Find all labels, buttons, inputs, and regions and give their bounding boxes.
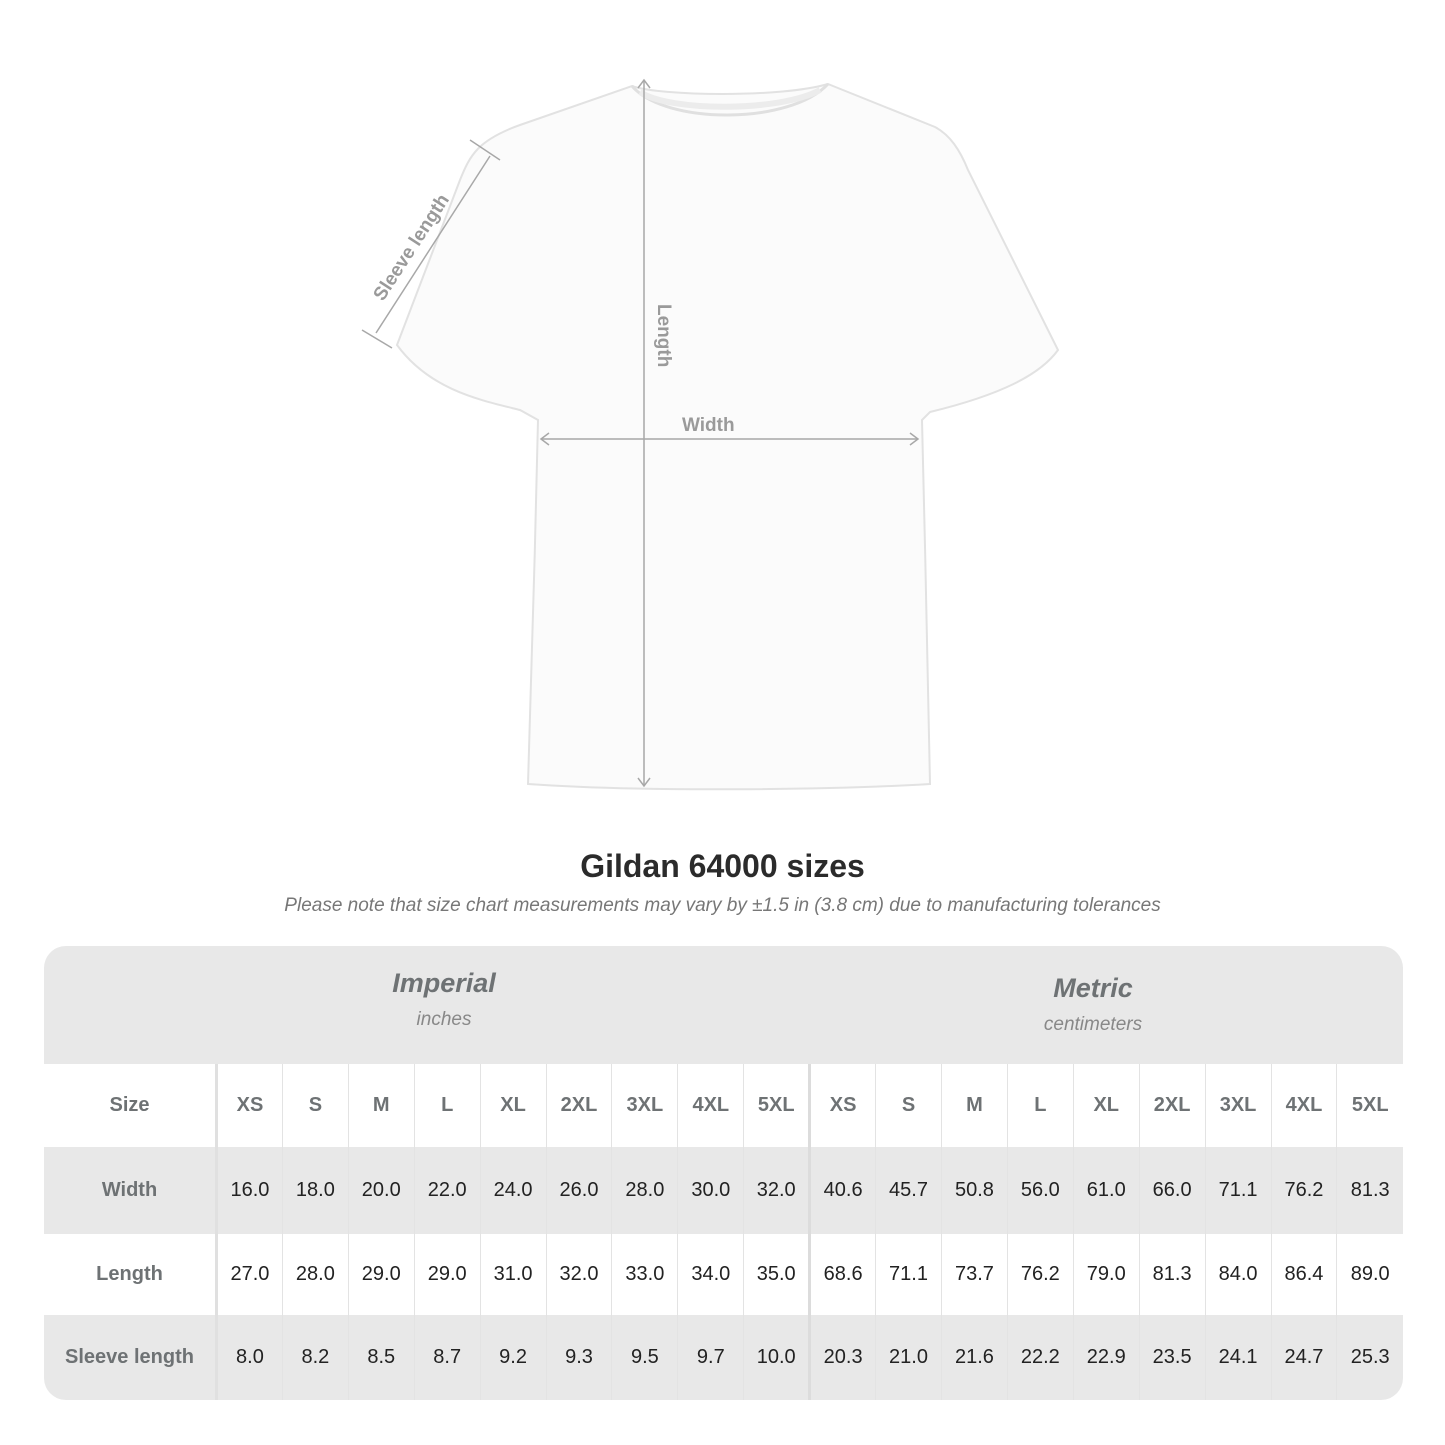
imperial-value-cell: 28.0 [281, 1234, 349, 1315]
imperial-value-cell: 24.0 [479, 1147, 547, 1234]
metric-value-cell: 21.0 [875, 1315, 942, 1400]
metric-value-cell: 45.7 [875, 1147, 942, 1234]
metric-value-cell: 71.1 [875, 1234, 942, 1315]
metric-value-cell: 61.0 [1072, 1147, 1140, 1234]
tolerance-note: Please note that size chart measurements… [284, 895, 1161, 916]
metric-value-cell: 40.6 [808, 1147, 876, 1234]
row-label: Width [44, 1147, 218, 1234]
imperial-header: Imperial inches [194, 968, 694, 1031]
metric-size-xs: XS [808, 1064, 876, 1147]
imperial-value-cell: 9.7 [677, 1315, 744, 1400]
metric-value-cell: 23.5 [1138, 1315, 1206, 1400]
length-arrow [637, 78, 651, 788]
metric-value-cell: 81.3 [1336, 1147, 1403, 1234]
size-table: Size XS S M L XL 2XL 3XL 4XL 5XL XS S M L XL 2XL 3XL 4XL 5… [44, 1064, 1403, 1400]
metric-value-cell: 22.9 [1072, 1315, 1140, 1400]
metric-value-cell: 24.7 [1270, 1315, 1337, 1400]
size-header-row: Size XS S M L XL 2XL 3XL 4XL 5XL XS S M L XL 2XL 3XL 4XL 5… [44, 1064, 1403, 1147]
imperial-value-cell: 22.0 [413, 1147, 481, 1234]
imperial-value-cell: 32.0 [545, 1234, 612, 1315]
metric-size-2xl: 2XL [1138, 1064, 1206, 1147]
metric-value-cell: 89.0 [1336, 1234, 1403, 1315]
imperial-size-xl: XL [479, 1064, 547, 1147]
imperial-value-cell: 26.0 [545, 1147, 612, 1234]
metric-value-cell: 24.1 [1204, 1315, 1271, 1400]
unit-header-band: Imperial inches Metric centimeters [44, 946, 1403, 1064]
metric-value-cell: 21.6 [940, 1315, 1008, 1400]
page-title: Gildan 64000 sizes [580, 848, 865, 884]
imperial-value-cell: 35.0 [743, 1234, 810, 1315]
metric-header: Metric centimeters [843, 973, 1343, 1036]
imperial-size-m: M [347, 1064, 415, 1147]
metric-size-l: L [1006, 1064, 1074, 1147]
imperial-value-cell: 10.0 [743, 1315, 810, 1400]
imperial-value-cell: 34.0 [677, 1234, 744, 1315]
metric-value-cell: 56.0 [1006, 1147, 1074, 1234]
imperial-value-cell: 8.7 [413, 1315, 481, 1400]
table-row-sleeve-length: Sleeve length 8.0 8.2 8.5 8.7 9.2 9.3 9.5 9.7 10.… [44, 1315, 1403, 1400]
imperial-value-cell: 8.2 [281, 1315, 349, 1400]
imperial-value-cell: 9.3 [545, 1315, 612, 1400]
width-label: Width [682, 415, 735, 436]
imperial-value-cell: 20.0 [347, 1147, 415, 1234]
imperial-value-cell: 30.0 [677, 1147, 744, 1234]
imperial-value-cell: 8.5 [347, 1315, 415, 1400]
metric-size-xl: XL [1072, 1064, 1140, 1147]
imperial-size-2xl: 2XL [545, 1064, 612, 1147]
metric-value-cell: 84.0 [1204, 1234, 1271, 1315]
imperial-value-cell: 27.0 [216, 1234, 283, 1315]
metric-size-5xl: 5XL [1336, 1064, 1403, 1147]
metric-value-cell: 73.7 [940, 1234, 1008, 1315]
imperial-size-xs: XS [216, 1064, 283, 1147]
table-row-length: Length 27.0 28.0 29.0 29.0 31.0 32.0 33.0 34.0 35… [44, 1234, 1403, 1315]
sleeve-length-arrow [361, 139, 501, 349]
imperial-value-cell: 29.0 [413, 1234, 481, 1315]
imperial-value-cell: 9.2 [479, 1315, 547, 1400]
imperial-size-l: L [413, 1064, 481, 1147]
size-header-label: Size [44, 1064, 218, 1147]
imperial-size-3xl: 3XL [611, 1064, 678, 1147]
metric-size-s: S [875, 1064, 942, 1147]
imperial-value-cell: 28.0 [611, 1147, 678, 1234]
metric-value-cell: 25.3 [1336, 1315, 1403, 1400]
metric-value-cell: 81.3 [1138, 1234, 1206, 1315]
imperial-value-cell: 29.0 [347, 1234, 415, 1315]
metric-size-4xl: 4XL [1270, 1064, 1337, 1147]
metric-value-cell: 86.4 [1270, 1234, 1337, 1315]
tshirt-illustration: Sleeve length Length Width [361, 78, 1060, 791]
metric-value-cell: 22.2 [1006, 1315, 1074, 1400]
imperial-unit: inches [416, 1009, 472, 1030]
imperial-size-s: S [281, 1064, 349, 1147]
metric-unit: centimeters [1043, 1014, 1143, 1035]
width-arrow [539, 432, 920, 446]
metric-value-cell: 76.2 [1270, 1147, 1337, 1234]
imperial-value-cell: 18.0 [281, 1147, 349, 1234]
length-label: Length [653, 304, 674, 367]
metric-size-m: M [940, 1064, 1008, 1147]
imperial-size-4xl: 4XL [677, 1064, 744, 1147]
metric-value-cell: 66.0 [1138, 1147, 1206, 1234]
size-chart-table: Imperial inches Metric centimeters Size X… [44, 946, 1403, 1400]
imperial-value-cell: 33.0 [611, 1234, 678, 1315]
metric-value-cell: 71.1 [1204, 1147, 1271, 1234]
metric-value-cell: 79.0 [1072, 1234, 1140, 1315]
row-label: Sleeve length [44, 1315, 218, 1400]
tshirt-shape [395, 82, 1060, 791]
imperial-size-5xl: 5XL [743, 1064, 810, 1147]
row-label: Length [44, 1234, 218, 1315]
metric-value-cell: 50.8 [940, 1147, 1008, 1234]
metric-title: Metric [1053, 973, 1133, 1003]
metric-size-3xl: 3XL [1204, 1064, 1271, 1147]
imperial-value-cell: 16.0 [216, 1147, 283, 1234]
table-row-width: Width 16.0 18.0 20.0 22.0 24.0 26.0 28.0 30.0 32.… [44, 1147, 1403, 1234]
imperial-value-cell: 31.0 [479, 1234, 547, 1315]
imperial-title: Imperial [392, 968, 496, 998]
metric-value-cell: 68.6 [808, 1234, 876, 1315]
metric-value-cell: 20.3 [808, 1315, 876, 1400]
imperial-value-cell: 9.5 [611, 1315, 678, 1400]
imperial-value-cell: 8.0 [216, 1315, 283, 1400]
imperial-value-cell: 32.0 [743, 1147, 810, 1234]
metric-value-cell: 76.2 [1006, 1234, 1074, 1315]
